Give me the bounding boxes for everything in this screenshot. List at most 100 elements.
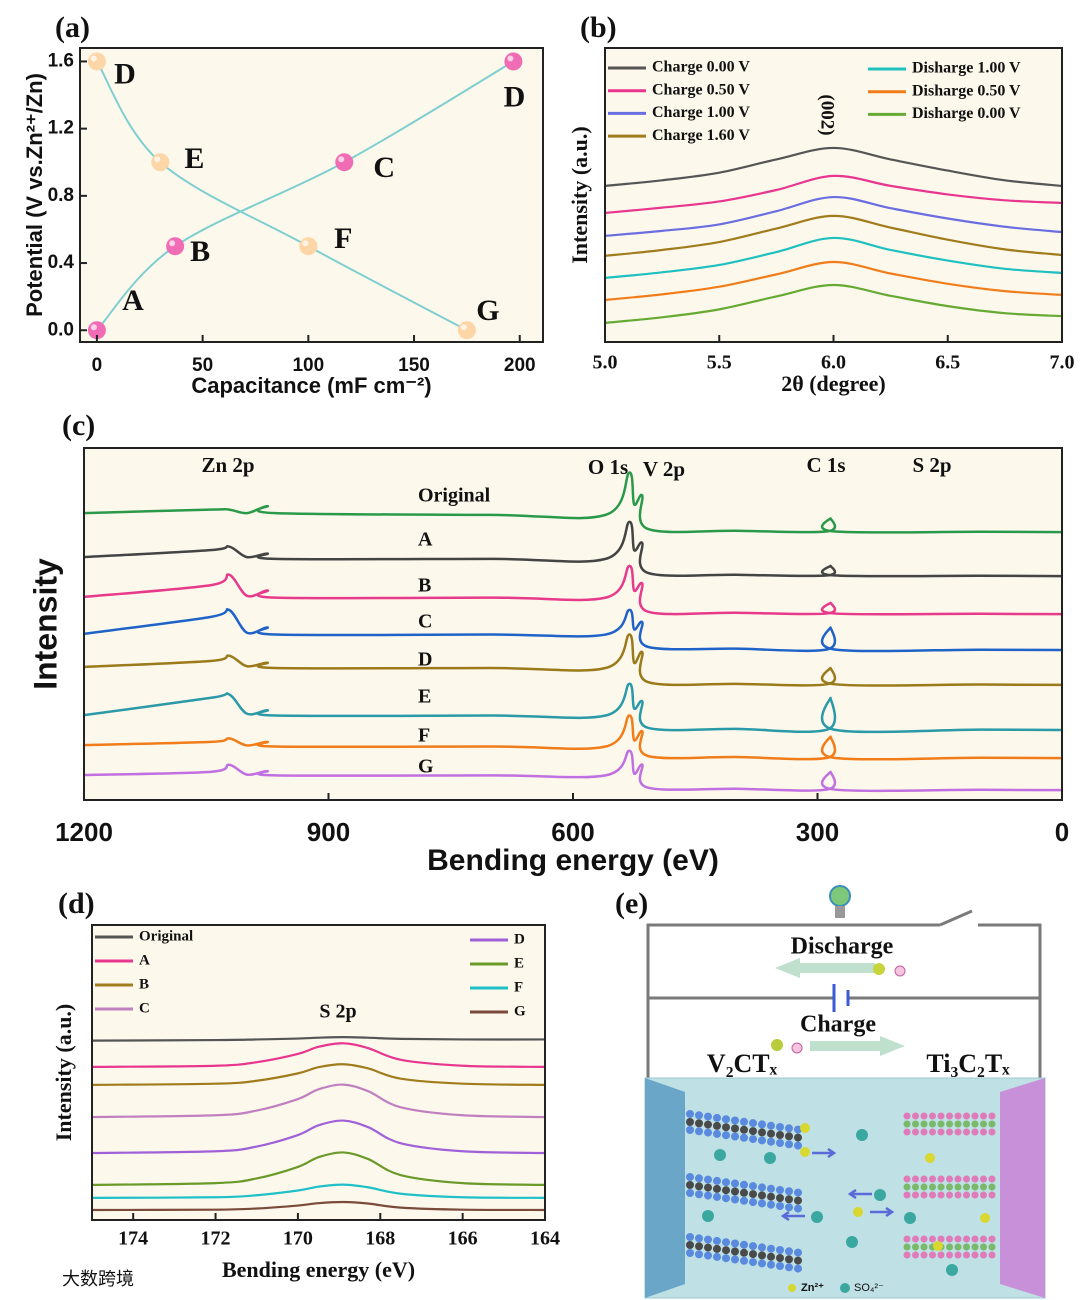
atom bbox=[695, 1234, 703, 1243]
series-line bbox=[83, 682, 1063, 734]
atom bbox=[713, 1129, 721, 1138]
left-electrode-label: V₂CTₓ bbox=[707, 1049, 778, 1078]
series-label: Original bbox=[418, 485, 491, 507]
atom bbox=[946, 1243, 953, 1251]
series-line bbox=[83, 608, 1063, 653]
atom bbox=[903, 1251, 911, 1259]
atom bbox=[920, 1235, 928, 1243]
bulb bbox=[829, 885, 851, 907]
annotation: Zn 2p bbox=[201, 453, 254, 477]
atom bbox=[749, 1198, 757, 1207]
atom bbox=[758, 1259, 766, 1268]
x-axis-label: 2θ (degree) bbox=[781, 371, 886, 396]
x-tick-label: 50 bbox=[192, 355, 213, 376]
atom bbox=[704, 1251, 712, 1260]
atom bbox=[686, 1118, 694, 1126]
annotation: O 1s bbox=[588, 455, 628, 479]
atom bbox=[758, 1136, 766, 1145]
atom bbox=[794, 1125, 802, 1134]
atom bbox=[758, 1199, 766, 1208]
atom bbox=[740, 1133, 748, 1142]
atom bbox=[794, 1196, 802, 1205]
zn-ion bbox=[800, 1123, 810, 1133]
atom bbox=[758, 1191, 766, 1200]
atom bbox=[749, 1258, 757, 1267]
atom bbox=[912, 1243, 919, 1251]
atom bbox=[767, 1184, 775, 1193]
atom bbox=[686, 1126, 694, 1134]
point-label: E bbox=[184, 142, 204, 175]
atom bbox=[785, 1263, 793, 1272]
series-line bbox=[91, 1063, 546, 1086]
x-tick-label: 0 bbox=[1055, 817, 1069, 847]
atom bbox=[954, 1120, 962, 1128]
x-tick-label: 1200 bbox=[55, 817, 113, 847]
atom bbox=[704, 1243, 712, 1252]
atom bbox=[988, 1235, 996, 1243]
atom bbox=[963, 1183, 970, 1191]
atom bbox=[794, 1264, 802, 1273]
series-label: D bbox=[418, 649, 432, 671]
atom bbox=[686, 1110, 694, 1118]
atom bbox=[776, 1123, 784, 1131]
series-label: B bbox=[418, 575, 431, 597]
electron bbox=[791, 1042, 803, 1054]
legend-label: SO₄²⁻ bbox=[854, 1282, 884, 1294]
atom bbox=[704, 1175, 712, 1184]
series-line bbox=[91, 1183, 546, 1199]
atom bbox=[785, 1247, 793, 1256]
atom bbox=[740, 1188, 748, 1197]
y-tick-label: 1.6 bbox=[48, 50, 74, 71]
atom bbox=[920, 1191, 928, 1199]
plot-area bbox=[80, 48, 543, 342]
atom bbox=[722, 1123, 730, 1132]
atom bbox=[785, 1140, 793, 1149]
atom bbox=[937, 1235, 945, 1243]
atom bbox=[946, 1191, 953, 1199]
atom bbox=[920, 1120, 928, 1128]
series-label: G bbox=[418, 756, 434, 778]
series-line bbox=[83, 564, 1063, 616]
atom bbox=[785, 1203, 793, 1212]
atom bbox=[713, 1176, 721, 1185]
point-label: A bbox=[122, 284, 144, 317]
legend-label: Charge 1.60 V bbox=[652, 127, 750, 144]
series-line bbox=[83, 520, 1063, 578]
zn-ion bbox=[925, 1153, 935, 1163]
atom bbox=[980, 1243, 987, 1251]
atom bbox=[971, 1112, 979, 1120]
so4-ion bbox=[714, 1149, 726, 1161]
atom bbox=[740, 1240, 748, 1249]
atom bbox=[731, 1132, 739, 1141]
ion-arrow bbox=[870, 1206, 895, 1218]
atom bbox=[929, 1175, 936, 1183]
atom bbox=[695, 1190, 703, 1199]
atom bbox=[988, 1191, 996, 1199]
legend-marker bbox=[788, 1284, 796, 1292]
atom bbox=[731, 1239, 739, 1248]
atom bbox=[794, 1133, 802, 1142]
atom bbox=[767, 1260, 775, 1269]
atom bbox=[740, 1180, 748, 1189]
atom bbox=[713, 1113, 721, 1122]
series-line bbox=[604, 214, 1063, 257]
legend-label: Disharge 0.50 V bbox=[912, 82, 1021, 99]
point-label: F bbox=[334, 222, 352, 255]
atom bbox=[740, 1125, 748, 1134]
x-tick-label: 7.0 bbox=[1050, 352, 1075, 374]
atom bbox=[903, 1112, 911, 1120]
atom bbox=[912, 1120, 919, 1128]
legend-label: G bbox=[514, 1003, 526, 1019]
annotation: V 2p bbox=[643, 457, 685, 481]
atom bbox=[946, 1251, 953, 1259]
atom bbox=[912, 1175, 919, 1183]
ion-arrow bbox=[847, 1188, 872, 1200]
point-label: G bbox=[476, 294, 499, 327]
atom bbox=[963, 1251, 970, 1259]
atom bbox=[954, 1183, 962, 1191]
ion-arrow bbox=[780, 1210, 805, 1222]
x-tick-label: 172 bbox=[201, 1228, 231, 1250]
so4-ion bbox=[846, 1236, 858, 1248]
atom bbox=[722, 1178, 730, 1187]
atom bbox=[713, 1192, 721, 1201]
